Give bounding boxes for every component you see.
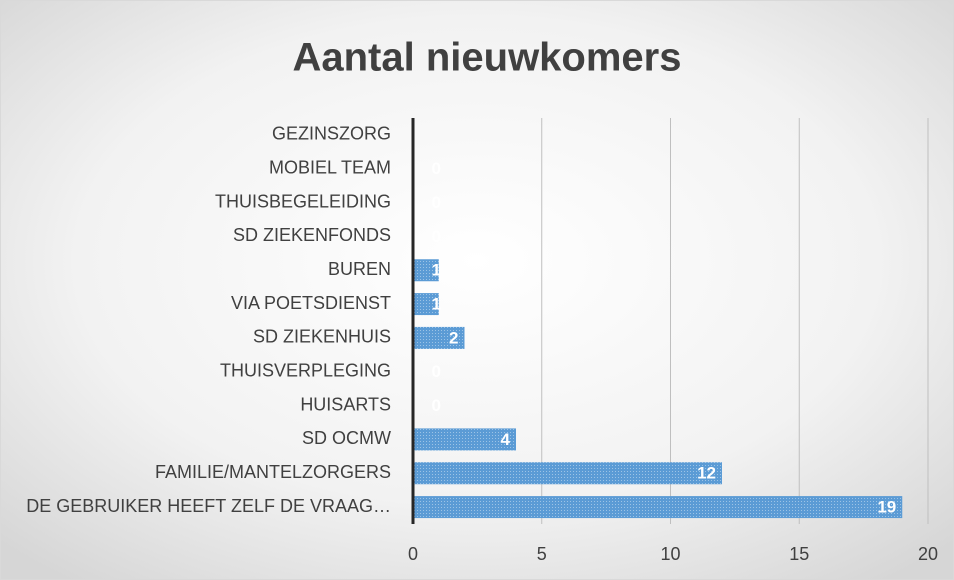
y-tick-label: DE GEBRUIKER HEEFT ZELF DE VRAAG… <box>26 496 391 516</box>
bar <box>413 428 516 451</box>
data-label: 0 <box>432 159 441 178</box>
y-tick-label: MOBIEL TEAM <box>269 158 391 178</box>
data-label: 12 <box>697 464 716 483</box>
data-label: 19 <box>877 498 896 517</box>
bar <box>413 462 722 485</box>
x-tick-label: 20 <box>918 544 938 564</box>
x-tick-label: 10 <box>660 544 680 564</box>
y-tick-label: FAMILIE/MANTELZORGERS <box>155 462 391 482</box>
y-tick-label: SD ZIEKENFONDS <box>233 225 391 245</box>
y-tick-label: THUISBEGELEIDING <box>215 191 391 211</box>
y-tick-label: HUISARTS <box>300 394 391 414</box>
data-label: 0 <box>432 396 441 415</box>
y-tick-label: SD OCMW <box>302 428 391 448</box>
data-label: 0 <box>432 193 441 212</box>
bar <box>413 293 439 316</box>
bar <box>413 326 465 349</box>
x-tick-label: 5 <box>537 544 547 564</box>
bar <box>413 496 903 519</box>
data-label: 4 <box>501 430 511 449</box>
bar <box>413 259 439 282</box>
y-tick-label: GEZINSZORG <box>272 124 391 144</box>
y-tick-label: SD ZIEKENHUIS <box>253 327 391 347</box>
y-tick-label: VIA POETSDIENST <box>231 293 391 313</box>
y-tick-label: BUREN <box>328 259 391 279</box>
data-label: 1 <box>432 261 441 280</box>
data-label: 1 <box>432 295 441 314</box>
data-label: 0 <box>432 362 441 381</box>
chart-title: Aantal nieuwkomers <box>292 36 681 80</box>
data-label: 2 <box>449 328 458 347</box>
data-label: 0 <box>432 227 441 246</box>
y-tick-label: THUISVERPLEGING <box>220 361 391 381</box>
x-tick-label: 15 <box>789 544 809 564</box>
x-tick-label: 0 <box>408 544 418 564</box>
